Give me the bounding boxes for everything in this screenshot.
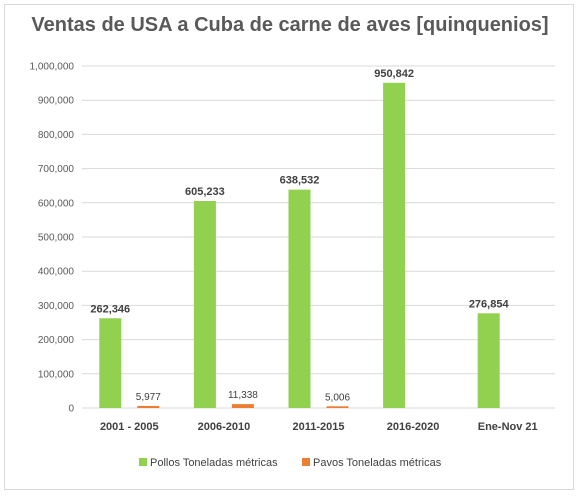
category-label: 2016-2020	[387, 421, 440, 433]
data-label-pollos: 276,854	[469, 298, 510, 310]
y-tick-label: 500,000	[38, 233, 75, 244]
legend-swatch-pavos	[302, 458, 310, 466]
y-tick-label: 200,000	[38, 335, 75, 346]
bar-pollos	[288, 189, 311, 408]
legend: Pollos Toneladas métricas Pavos Toneladas…	[139, 457, 442, 469]
y-tick-label: 100,000	[38, 369, 75, 380]
data-label-pollos: 950,842	[374, 68, 414, 80]
chart-title: Ventas de USA a Cuba de carne de aves [q…	[31, 14, 549, 36]
bars	[99, 82, 500, 408]
data-label-pollos: 605,233	[185, 186, 225, 198]
legend-label-pollos: Pollos Toneladas métricas	[150, 457, 278, 469]
y-tick-label: 1,000,000	[30, 62, 75, 73]
bar-pollos	[193, 201, 216, 408]
grid-lines	[82, 65, 555, 409]
data-label-pollos: 638,532	[280, 175, 320, 187]
y-tick-label: 700,000	[38, 164, 75, 175]
legend-label-pavos: Pavos Toneladas métricas	[313, 457, 442, 469]
y-tick-label: 300,000	[38, 301, 75, 312]
bar-pavos	[137, 405, 160, 408]
data-label-pavos: 5,006	[325, 392, 350, 403]
x-axis-category-labels: 2001 - 2005 2006-2010 2011-2015 2016-2020 En…	[100, 421, 538, 433]
category-label: 2011-2015	[293, 421, 345, 433]
y-tick-label: 0	[68, 404, 74, 415]
category-label: 2001 - 2005	[100, 421, 159, 433]
legend-swatch-pollos	[139, 458, 147, 466]
bar-pollos	[99, 318, 122, 408]
y-tick-label: 400,000	[38, 267, 75, 278]
category-label: Ene-Nov 21	[478, 421, 538, 433]
category-label: 2006-2010	[198, 421, 251, 433]
data-label-pavos: 11,338	[228, 390, 258, 401]
bar-pollos	[383, 82, 406, 408]
y-axis-tick-labels: 0 100,000 200,000 300,000 400,000 500,000 600,…	[30, 62, 75, 415]
bar-pavos	[231, 404, 254, 408]
y-tick-label: 800,000	[38, 130, 75, 141]
bar-pollos	[477, 313, 500, 408]
y-tick-label: 600,000	[38, 198, 75, 209]
data-label-pavos: 5,977	[136, 392, 161, 403]
bar-pavos	[326, 406, 349, 408]
y-tick-label: 900,000	[38, 96, 75, 107]
data-labels: 262,346 5,977 605,233 11,338 638,532 5,006 950…	[90, 68, 509, 403]
data-label-pollos: 262,346	[90, 303, 130, 315]
